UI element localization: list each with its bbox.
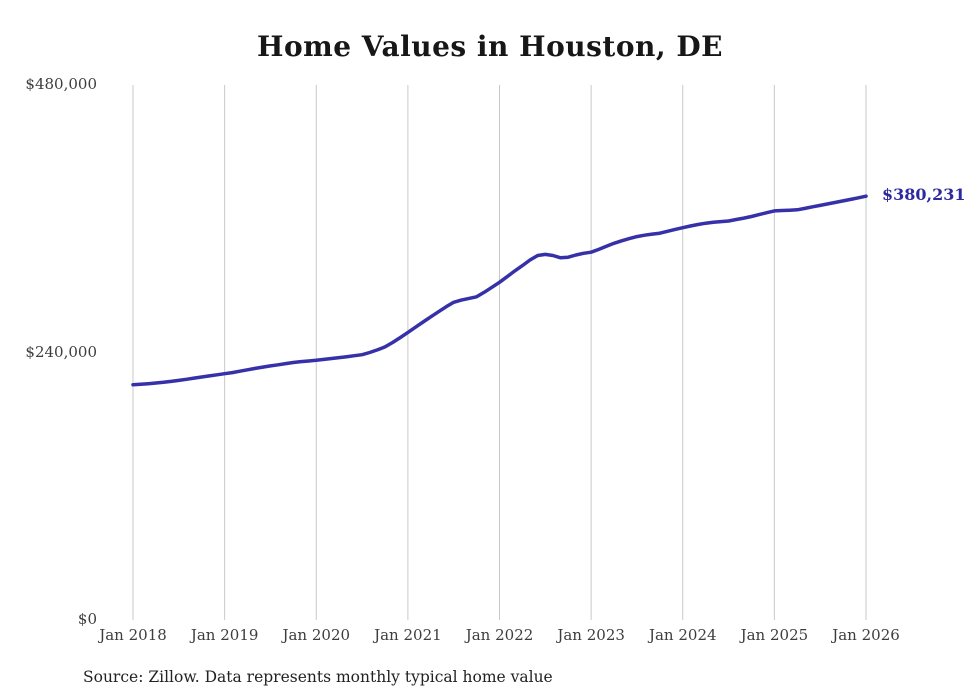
x-tick-label: Jan 2025 (740, 626, 809, 644)
y-tick-label: $240,000 (25, 342, 97, 361)
x-tick-label: Jan 2024 (648, 626, 717, 644)
x-tick-label: Jan 2023 (557, 626, 625, 644)
x-tick-label: Jan 2019 (190, 626, 259, 644)
x-tick-label: Jan 2020 (282, 626, 351, 644)
home-value-line (131, 194, 868, 387)
y-tick-label: $0 (77, 610, 97, 628)
chart-title: Home Values in Houston, DE (256, 30, 724, 63)
x-tick-label: Jan 2026 (832, 626, 900, 644)
x-tick-label: Jan 2018 (99, 626, 167, 644)
y-tick-label: $480,000 (25, 75, 97, 93)
source-note: Source: Zillow. Data represents monthly … (83, 668, 553, 686)
x-tick-label: Jan 2022 (465, 626, 534, 644)
last-value-annotation: $380,231 (882, 185, 966, 205)
x-tick-label: Jan 2021 (374, 626, 442, 644)
